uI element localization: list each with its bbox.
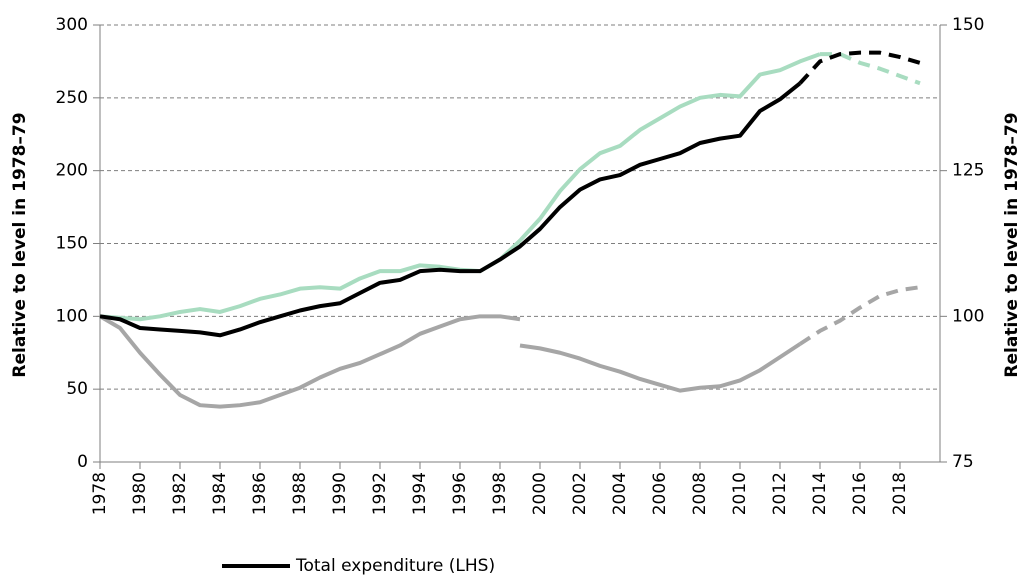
series-line: [798, 50, 921, 85]
x-tick-label: 1994: [410, 472, 430, 515]
y-tick-label: 100: [56, 306, 88, 326]
legend-label: Total expenditure (LHS): [295, 556, 495, 576]
y2-tick-label: 150: [952, 15, 984, 35]
x-tick-label: 1982: [170, 472, 190, 515]
y2-tick-label: 125: [952, 161, 984, 181]
series-line: [798, 285, 921, 346]
series-line: [99, 81, 802, 338]
y2-axis-label: Relative to level in 1978–79: [1002, 112, 1022, 377]
x-tick-label: 2018: [890, 472, 910, 515]
x-tick-label: 1986: [250, 472, 270, 515]
x-tick-label: 2006: [650, 472, 670, 515]
x-tick-label: 2016: [850, 472, 870, 515]
y-tick-label: 150: [56, 234, 88, 254]
x-tick-label: 2002: [570, 472, 590, 515]
y-tick-label: 250: [56, 88, 88, 108]
y-tick-label: 50: [66, 379, 88, 399]
series-line: [98, 314, 521, 409]
series-line: [519, 342, 802, 393]
y-tick-label: 0: [77, 452, 88, 472]
series-line: [820, 52, 921, 86]
y-tick-label: 300: [56, 15, 88, 35]
x-tick-label: 1984: [210, 472, 230, 515]
x-tick-label: 1992: [370, 472, 390, 515]
x-tick-label: 1978: [90, 472, 110, 515]
x-tick-label: 2014: [810, 472, 830, 515]
x-tick-label: 1996: [450, 472, 470, 515]
x-tick-label: 2008: [690, 472, 710, 515]
y-tick-label: 200: [56, 161, 88, 181]
x-tick-label: 2004: [610, 472, 630, 515]
x-tick-label: 1988: [290, 472, 310, 515]
x-tick-label: 2012: [770, 472, 790, 515]
x-tick-label: 1980: [130, 472, 150, 515]
x-tick-label: 1998: [490, 472, 510, 515]
x-tick-label: 2000: [530, 472, 550, 515]
y-axis-label: Relative to level in 1978–79: [10, 112, 30, 377]
x-tick-label: 2010: [730, 472, 750, 515]
series-line: [99, 52, 821, 322]
x-tick-label: 1990: [330, 472, 350, 515]
y2-tick-label: 75: [952, 452, 974, 472]
y2-tick-label: 100: [952, 306, 984, 326]
